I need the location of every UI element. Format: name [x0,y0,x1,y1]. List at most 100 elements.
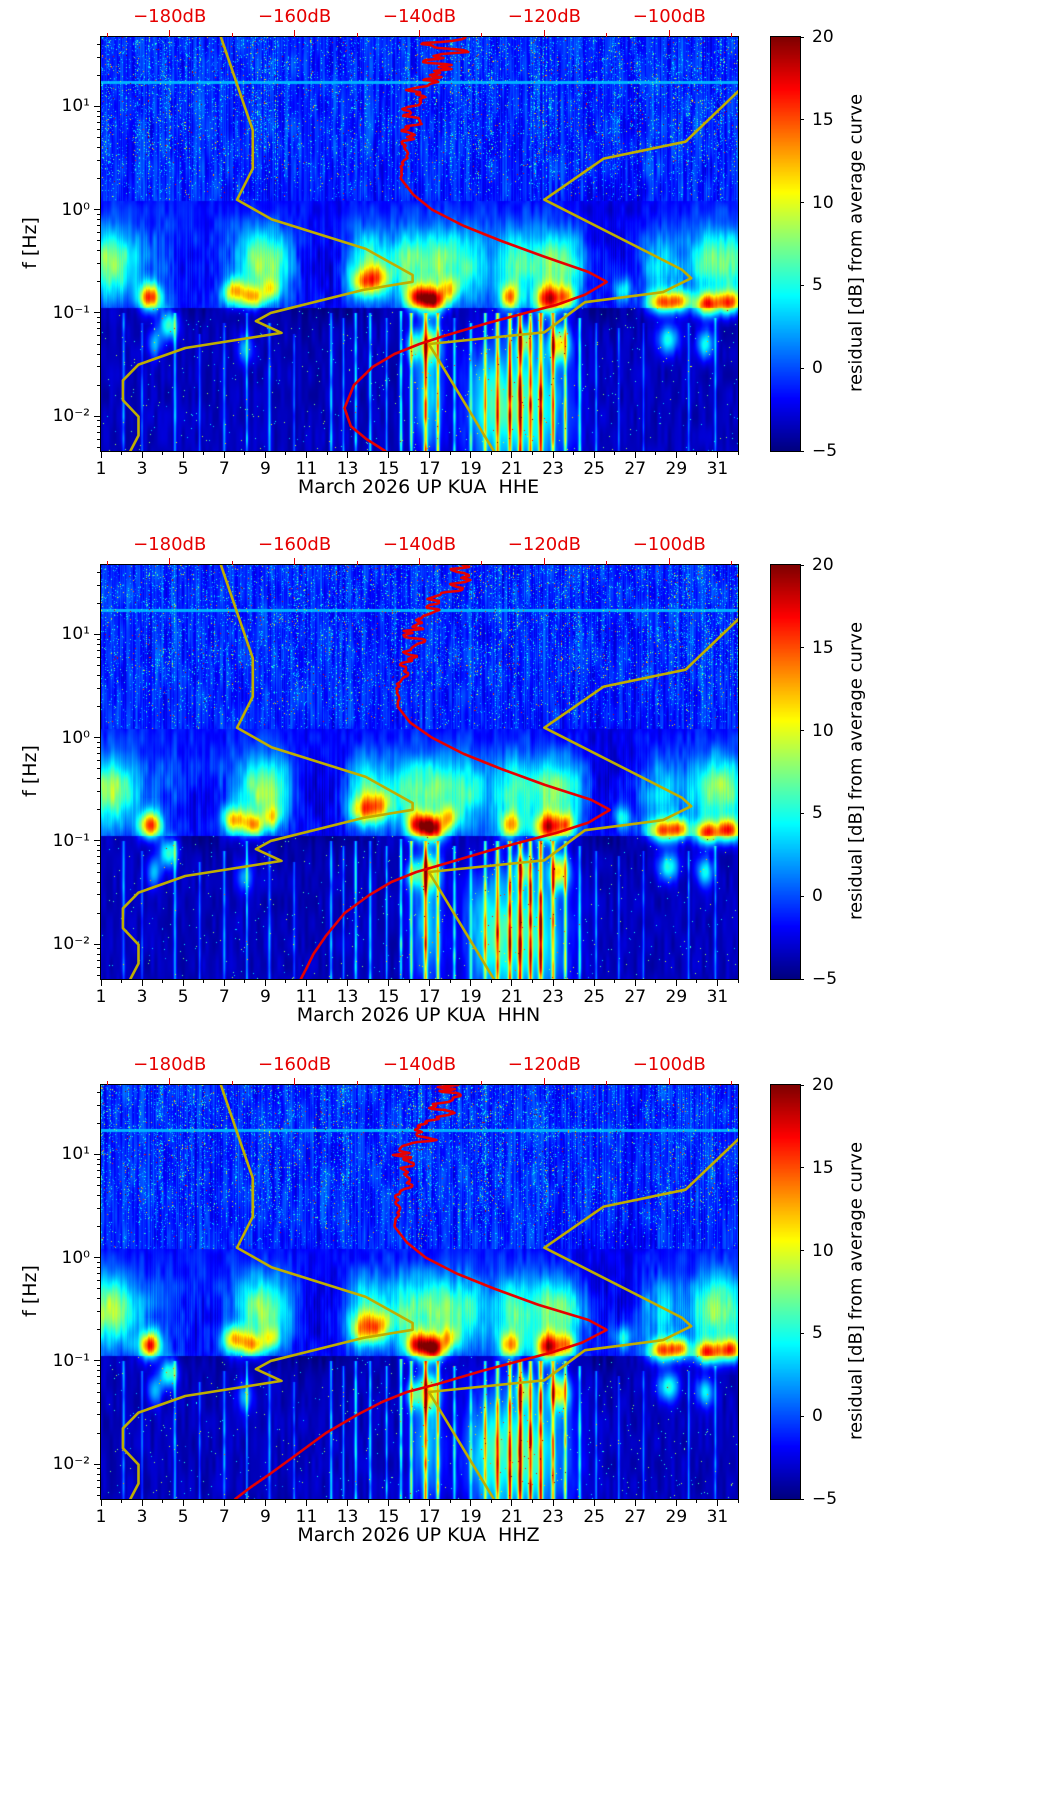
colorbar-gradient [771,565,800,979]
colorbar-tick-label: 15 [812,109,834,130]
x-tick-label: 15 [377,987,400,1007]
x-minor-tick [121,451,123,455]
x-axis-label: March 2026 UP KUA HHE [297,476,540,498]
top-tick [668,30,670,37]
x-tick [100,1499,102,1506]
x-tick-label: 23 [542,459,564,479]
colorbar-tick [800,1167,804,1169]
y-minor-tick [97,643,101,645]
colorbar-tick-label: 5 [812,1323,823,1344]
y-minor-tick [97,240,101,242]
x-minor-tick [408,979,410,983]
y-tick [94,943,101,945]
top-tick [543,30,545,37]
y-minor-tick [97,74,101,76]
y-minor-tick [97,317,101,319]
top-axis-db-label: −100dB [632,534,706,555]
x-minor-tick [490,1499,492,1503]
nhnm-curve [427,617,738,979]
y-tick-label: 10⁻² [52,934,90,955]
x-tick-label: 9 [259,987,271,1007]
x-tick [634,979,636,986]
x-tick-label: 29 [665,1507,688,1527]
top-minor-tick [356,33,358,37]
y-tick-label: 10⁻¹ [52,1350,90,1371]
colorbar-tick-label: 5 [812,803,823,824]
x-tick [429,1499,431,1506]
y-minor-tick [97,110,101,112]
y-minor-tick [97,1311,101,1313]
colorbar-tick [800,450,804,452]
x-tick [182,1499,184,1506]
top-tick [294,1078,296,1085]
y-minor-tick [97,1365,101,1367]
x-minor-tick [614,1499,616,1503]
y-minor-tick [97,178,101,180]
top-minor-tick [731,1081,733,1085]
top-minor-tick [231,1081,233,1085]
colorbar-gradient [771,1085,800,1499]
colorbar-tick [800,564,804,566]
x-tick [716,979,718,986]
y-minor-tick [97,1376,101,1378]
x-tick [634,1499,636,1506]
colorbar-tick [800,36,804,38]
y-minor-tick [97,845,101,847]
colorbar-tick [800,1332,804,1334]
x-tick-label: 23 [542,1507,564,1527]
y-tick [94,840,101,842]
x-tick-label: 17 [418,1507,441,1527]
x-tick-label: 9 [259,459,271,479]
colorbar-tick-label: 10 [812,1240,834,1261]
spectrogram-plot: 1 3 5 7 9 11 13 15 17 19 21 23 25 27 29 31 10⁻² 10⁻¹ 10⁰ 10… [53,534,739,1007]
colorbar-tick-label: 10 [812,192,834,213]
colorbar-tick-label: −5 [812,969,838,989]
x-tick-label: 13 [336,987,359,1007]
y-minor-tick [97,446,101,448]
y-minor-tick [97,974,101,976]
top-axis-db-label: −140dB [382,6,457,27]
x-minor-tick [737,979,739,983]
colorbar-tick [800,1498,804,1500]
y-tick-label: 10¹ [61,96,90,117]
x-tick-label: 27 [624,459,647,479]
spectrogram-panel-hhe: 1 3 5 7 9 11 13 15 17 19 21 23 25 27 29 31 10⁻² 10⁻¹ 10⁰ 10… [0,0,1052,528]
x-tick-label: 11 [295,459,318,479]
y-minor-tick [97,1267,101,1269]
x-tick [305,451,307,458]
x-tick [347,1499,349,1506]
x-tick [264,1499,266,1506]
y-minor-tick [97,959,101,961]
x-tick-label: 27 [624,987,647,1007]
y-minor-tick [97,809,101,811]
x-minor-tick [203,451,205,455]
top-minor-tick [606,561,608,565]
x-minor-tick [573,1499,575,1503]
y-minor-tick [97,850,101,852]
x-tick-label: 25 [583,459,605,479]
y-minor-tick [97,425,101,427]
x-tick [552,979,554,986]
x-tick-label: 11 [295,987,318,1007]
x-tick [388,451,390,458]
colorbar-tick [800,1415,804,1417]
top-axis-db-label: −120dB [507,6,581,27]
y-minor-tick [97,1370,101,1372]
x-minor-tick [244,451,246,455]
x-tick [675,979,677,986]
colorbar-tick-label: 10 [812,720,834,741]
y-tick [94,1463,101,1465]
x-tick-label: 21 [501,987,523,1007]
top-minor-tick [356,1081,358,1085]
x-tick [141,979,143,986]
x-tick [305,1499,307,1506]
colorbar-tick-label: −5 [812,441,838,461]
top-axis-db-label: −180dB [133,1054,207,1075]
x-tick-label: 3 [136,987,148,1007]
x-minor-tick [326,451,328,455]
x-tick [141,1499,143,1506]
y-minor-tick [97,343,101,345]
y-minor-tick [97,1401,101,1403]
x-tick [347,451,349,458]
x-tick-label: 15 [377,1507,400,1527]
